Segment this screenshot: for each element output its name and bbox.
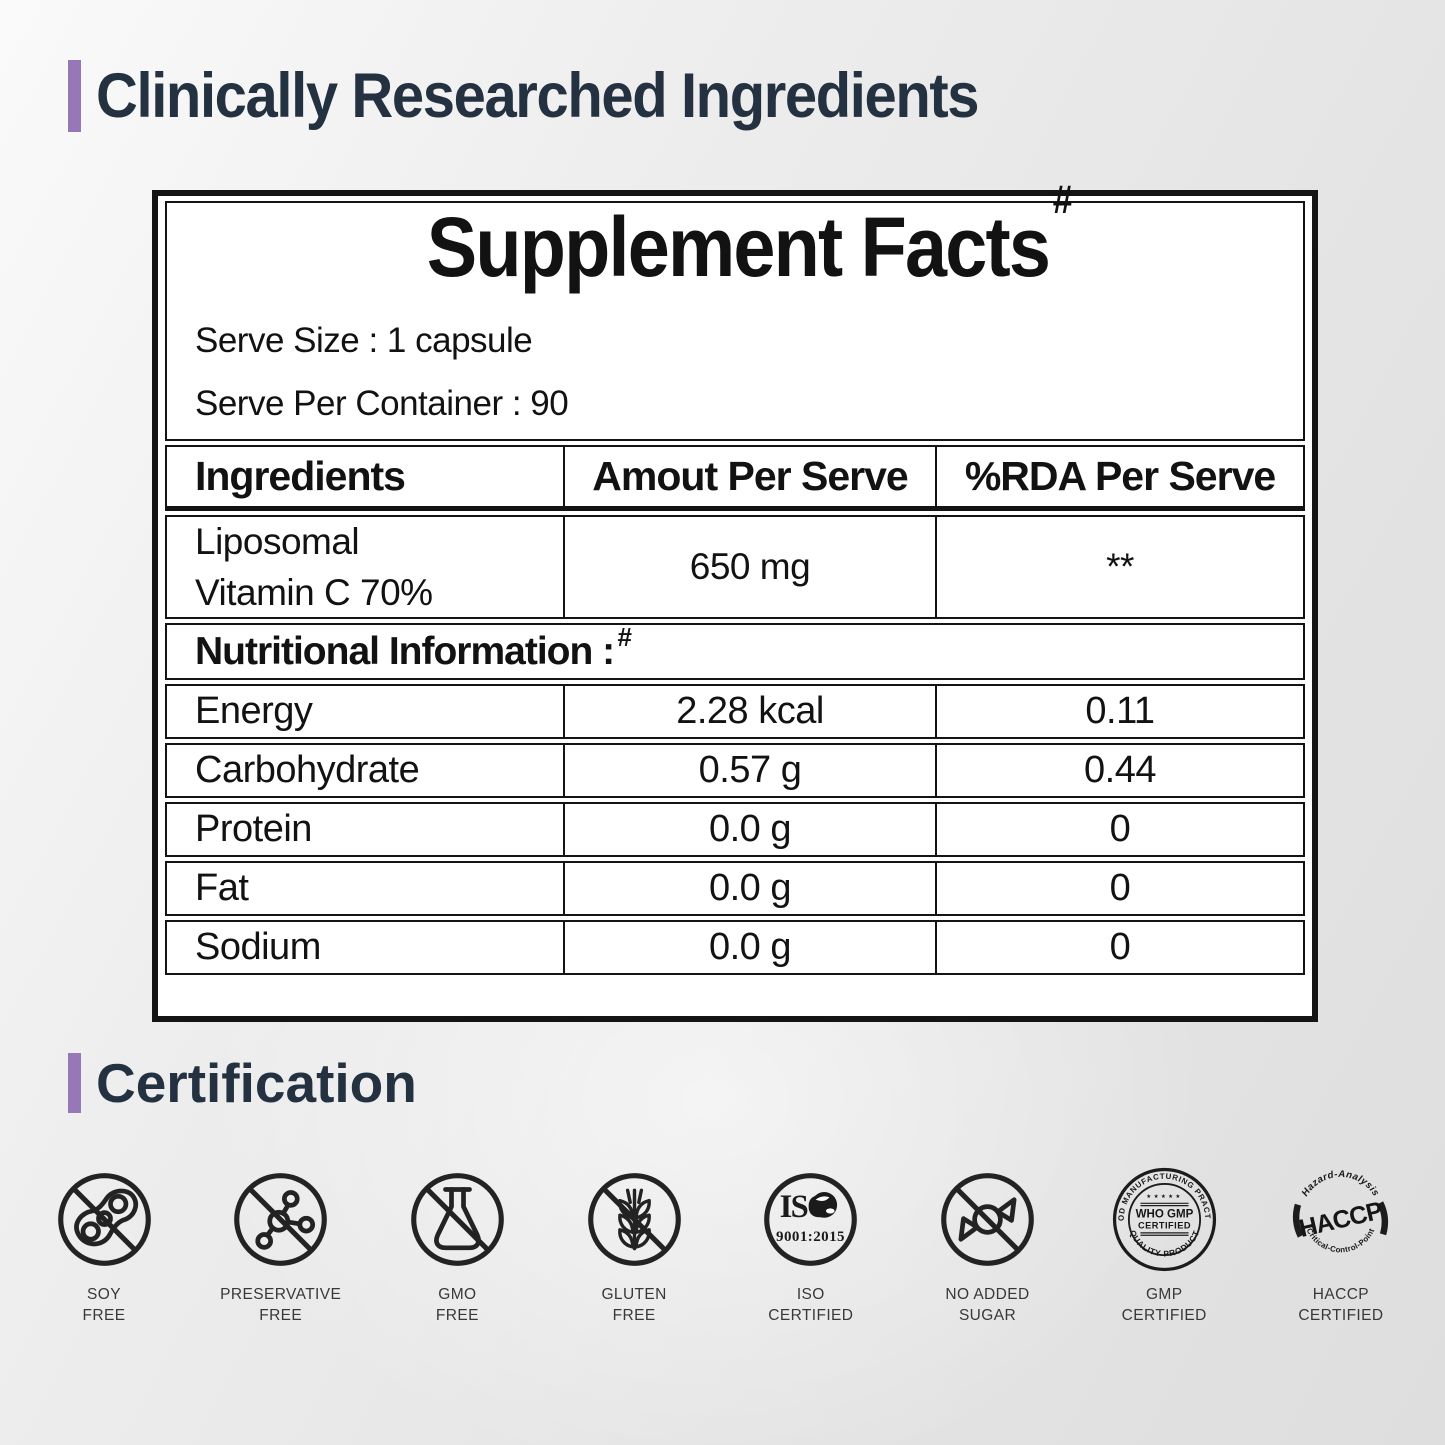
gmp-certified-text: CERTIFIED [1138, 1220, 1191, 1230]
ingredient-amount: 650 mg [565, 517, 937, 617]
supplement-facts-panel: Supplement Facts# Serve Size : 1 capsule… [152, 180, 1318, 1022]
ingredient-rda: ** [1106, 546, 1134, 587]
gmp-center-text: WHO GMP [1135, 1208, 1193, 1220]
cert-haccp-certified: Hazard-Analysis HACCP Critical-Control-P… [1261, 1164, 1421, 1327]
cert-label: HACCP CERTIFIED [1298, 1286, 1384, 1324]
ingredient-name: Liposomal Vitamin C 70% [167, 517, 565, 617]
iso-globe [811, 1191, 838, 1218]
haccp-arc-top-text: Hazard-Analysis [1300, 1168, 1381, 1198]
cert-gmo-free: GMO FREE [377, 1164, 537, 1327]
gmp-stars: ★★★★★ [1146, 1193, 1182, 1200]
facts-row-carbohydrate: Carbohydrate 0.57 g 0.44 [165, 743, 1305, 798]
main-heading-text: Clinically Researched Ingredients [96, 61, 980, 131]
facts-title: Supplement Facts# [195, 180, 1303, 289]
facts-title-box: Supplement Facts# Serve Size : 1 capsule… [165, 180, 1305, 441]
certification-row: SOY FREE PRESERVATIVE FREE [0, 1164, 1445, 1327]
cert-label: GLUTEN FREE [601, 1286, 667, 1324]
gmp-certified-icon: GOOD MANUFACTURING PRACTICE ★★★★★ WHO GM… [1109, 1164, 1216, 1271]
cert-label: GMO FREE [435, 1286, 479, 1324]
main-heading: Clinically Researched Ingredients [68, 60, 1055, 132]
cert-label: ISO CERTIFIED [768, 1286, 854, 1324]
cert-preservative-free: PRESERVATIVE FREE [201, 1164, 361, 1327]
no-added-sugar-icon [941, 1172, 1034, 1266]
facts-section-row: Nutritional Information : # [165, 622, 1305, 680]
certification-heading-text: Certification [96, 1052, 417, 1114]
iso-sub-text: 9001:2015 [776, 1228, 845, 1244]
cert-iso-certified: ISO 9001:2015 ISO CERTIFIED [731, 1164, 891, 1327]
serve-size: Serve Size : 1 capsule [195, 321, 533, 360]
cert-soy-free: SOY FREE [24, 1164, 184, 1327]
certification-heading: Certification [68, 1053, 417, 1113]
section-mark: # [617, 622, 632, 652]
serve-per-container: Serve Per Container : 90 [195, 384, 569, 423]
col-rda: %RDA Per Serve [964, 453, 1276, 499]
section-title: Nutritional Information : [195, 629, 615, 673]
facts-row-ingredient: Liposomal Vitamin C 70% 650 mg ** [165, 515, 1305, 619]
facts-header-row: Ingredients Amout Per Serve %RDA Per Ser… [165, 445, 1305, 511]
col-ingredients: Ingredients [167, 447, 565, 506]
cert-label: NO ADDED SUGAR [945, 1286, 1030, 1324]
gluten-free-icon [587, 1172, 681, 1266]
accent-bar [68, 1053, 81, 1113]
preservative-free-icon [234, 1172, 328, 1266]
accent-bar [68, 60, 81, 132]
facts-row-fat: Fat 0.0 g 0 [165, 861, 1305, 916]
facts-title-mark: # [1052, 178, 1073, 222]
facts-row-sodium: Sodium 0.0 g 0 [165, 920, 1305, 975]
cert-gmp-certified: GOOD MANUFACTURING PRACTICE ★★★★★ WHO GM… [1084, 1164, 1244, 1327]
cert-no-added-sugar: NO ADDED SUGAR [908, 1164, 1068, 1327]
facts-title-text: Supplement Facts [426, 200, 1051, 294]
haccp-certified-icon: Hazard-Analysis HACCP Critical-Control-P… [1293, 1168, 1389, 1254]
gmo-free-icon [411, 1172, 504, 1266]
soy-free-icon [57, 1172, 151, 1266]
cert-label: PRESERVATIVE FREE [220, 1286, 342, 1324]
col-amount: Amout Per Serve [565, 447, 937, 506]
cert-gluten-free: GLUTEN FREE [554, 1164, 714, 1327]
iso-certified-icon: ISO 9001:2015 [764, 1172, 858, 1266]
svg-text:Hazard-Analysis: Hazard-Analysis [1300, 1168, 1382, 1198]
facts-row-protein: Protein 0.0 g 0 [165, 802, 1305, 857]
cert-label: SOY FREE [82, 1286, 126, 1324]
facts-row-energy: Energy 2.28 kcal 0.11 [165, 684, 1305, 739]
cert-label: GMP CERTIFIED [1121, 1286, 1207, 1324]
